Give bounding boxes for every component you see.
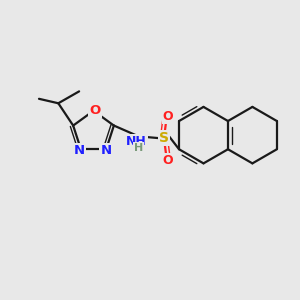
Text: O: O <box>163 154 173 166</box>
Text: N: N <box>74 144 85 157</box>
Text: O: O <box>163 110 173 123</box>
Text: N: N <box>100 144 112 157</box>
Text: O: O <box>89 104 100 117</box>
Text: S: S <box>159 131 169 145</box>
Text: NH: NH <box>126 135 147 148</box>
Text: H: H <box>134 143 143 153</box>
